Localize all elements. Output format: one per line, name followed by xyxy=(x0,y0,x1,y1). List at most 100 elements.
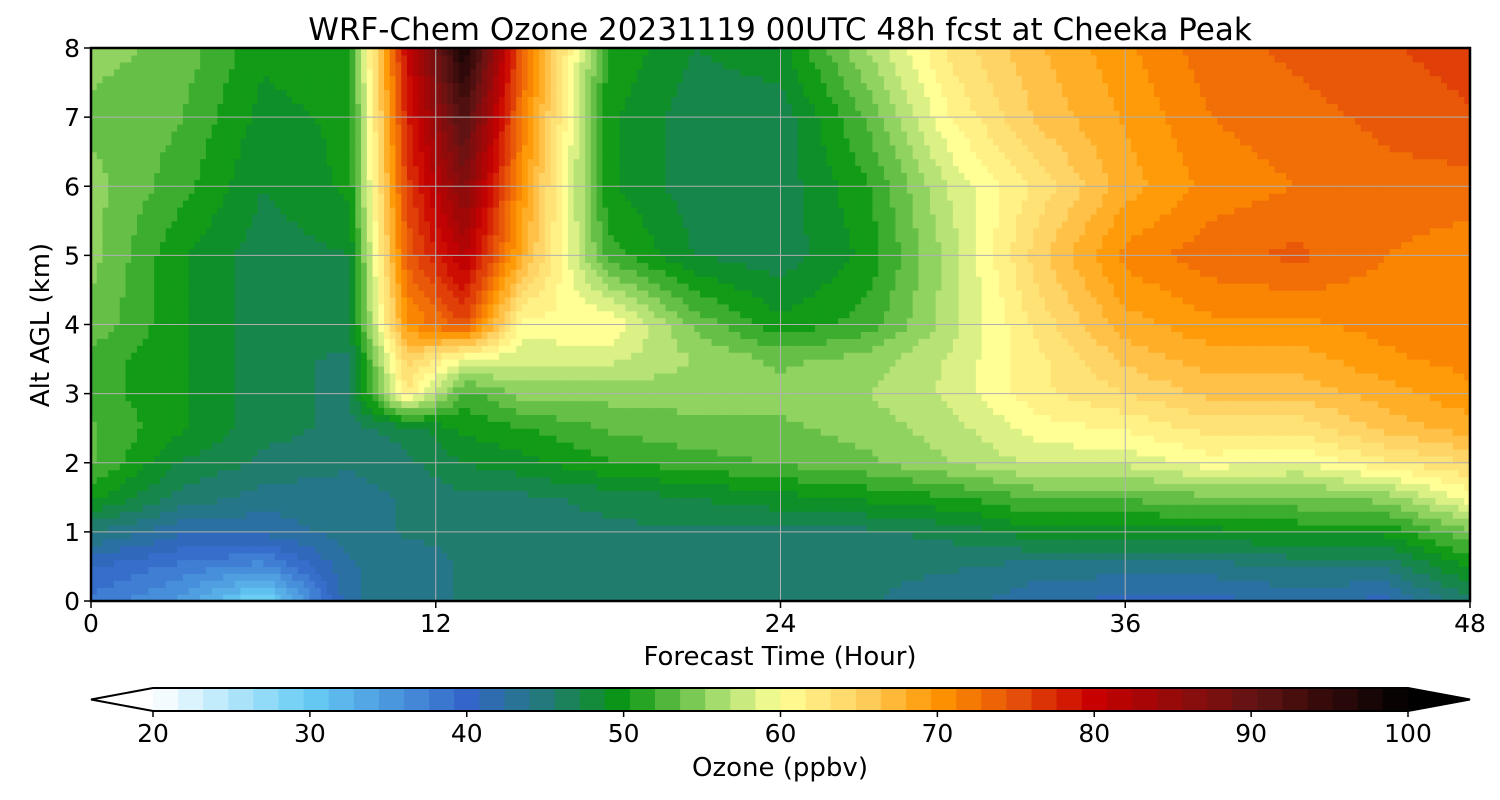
field-cell xyxy=(1102,490,1109,498)
field-cell xyxy=(389,552,397,561)
field-cell xyxy=(757,455,764,464)
field-cell xyxy=(1349,504,1356,512)
field-cell xyxy=(1366,483,1373,491)
field-cell xyxy=(263,462,270,471)
field-cell xyxy=(585,538,592,547)
field-cell xyxy=(1234,552,1241,561)
field-cell xyxy=(711,559,718,568)
field-cell xyxy=(723,559,730,568)
field-cell xyxy=(1383,545,1391,554)
field-cell xyxy=(1406,587,1414,595)
field-cell xyxy=(544,476,552,485)
field-cell xyxy=(217,511,224,519)
field-cell xyxy=(1171,483,1178,491)
field-cell xyxy=(493,483,500,491)
field-cell xyxy=(1418,490,1425,498)
field-cell xyxy=(286,462,293,471)
field-cell xyxy=(527,469,535,478)
field-cell xyxy=(866,552,874,561)
field-cell xyxy=(286,573,293,581)
field-cell xyxy=(1039,531,1046,540)
field-cell xyxy=(251,538,259,547)
field-cell xyxy=(320,511,328,519)
field-cell xyxy=(728,518,736,526)
field-cell xyxy=(579,490,586,498)
field-cell xyxy=(188,497,196,505)
field-cell xyxy=(343,476,351,485)
field-cell xyxy=(803,524,810,533)
field-cell xyxy=(958,476,965,485)
field-cell xyxy=(228,587,236,595)
field-cell xyxy=(1234,545,1241,554)
field-cell xyxy=(177,511,184,519)
field-cell xyxy=(562,504,569,512)
field-cell xyxy=(1142,476,1149,485)
field-cell xyxy=(952,455,960,464)
field-cell xyxy=(1337,538,1345,547)
field-cell xyxy=(1188,531,1195,540)
field-cell xyxy=(1222,511,1230,519)
field-cell xyxy=(384,552,391,561)
field-cell xyxy=(832,476,839,485)
field-cell xyxy=(786,559,793,568)
field-cell xyxy=(1332,462,1339,471)
field-cell xyxy=(1096,552,1103,561)
field-cell xyxy=(292,462,299,471)
field-cell xyxy=(1062,476,1069,485)
field-cell xyxy=(665,462,672,471)
field-cell xyxy=(447,469,454,478)
field-cell xyxy=(240,469,247,478)
field-cell xyxy=(1309,476,1316,485)
field-cell xyxy=(91,490,98,498)
field-cell xyxy=(464,566,471,574)
field-cell xyxy=(780,594,787,601)
field-cell xyxy=(1165,462,1172,471)
field-cell xyxy=(355,469,362,478)
field-cell xyxy=(165,504,173,512)
field-cell xyxy=(700,490,707,498)
field-cell xyxy=(889,545,897,554)
field-cell xyxy=(1372,462,1379,471)
field-cell xyxy=(1228,524,1236,533)
field-cell xyxy=(188,545,196,554)
field-cell xyxy=(1176,573,1184,581)
field-cell xyxy=(918,552,925,561)
field-cell xyxy=(1056,476,1063,485)
field-cell xyxy=(763,552,770,561)
field-cell xyxy=(648,518,655,526)
field-cell xyxy=(1372,511,1379,519)
field-cell xyxy=(1395,476,1402,485)
field-cell xyxy=(1073,462,1080,471)
field-cell xyxy=(774,531,782,540)
field-cell xyxy=(895,531,902,540)
field-cell xyxy=(194,566,201,574)
field-cell xyxy=(1153,580,1161,588)
field-cell xyxy=(1378,587,1385,595)
field-cell xyxy=(1119,552,1126,561)
field-cell xyxy=(912,559,919,568)
field-cell xyxy=(1251,504,1259,512)
field-cell xyxy=(1021,490,1029,498)
field-cell xyxy=(205,524,213,533)
field-cell xyxy=(159,476,167,485)
field-cell xyxy=(498,497,506,505)
field-cell xyxy=(257,455,264,464)
field-cell xyxy=(590,469,598,478)
field-cell xyxy=(1062,552,1069,561)
field-cell xyxy=(1056,580,1063,588)
field-cell xyxy=(297,559,305,568)
field-cell xyxy=(159,497,167,505)
field-cell xyxy=(211,462,219,471)
field-cell xyxy=(1010,511,1017,519)
field-cell xyxy=(924,587,931,595)
field-cell xyxy=(786,469,793,478)
field-cell xyxy=(625,594,632,601)
field-cell xyxy=(1102,566,1109,574)
field-cell xyxy=(1113,455,1121,464)
field-cell xyxy=(924,469,931,478)
field-cell xyxy=(131,476,138,485)
field-cell xyxy=(998,594,1006,601)
field-cell xyxy=(1096,497,1103,505)
field-cell xyxy=(797,566,805,574)
field-cell xyxy=(458,566,466,574)
